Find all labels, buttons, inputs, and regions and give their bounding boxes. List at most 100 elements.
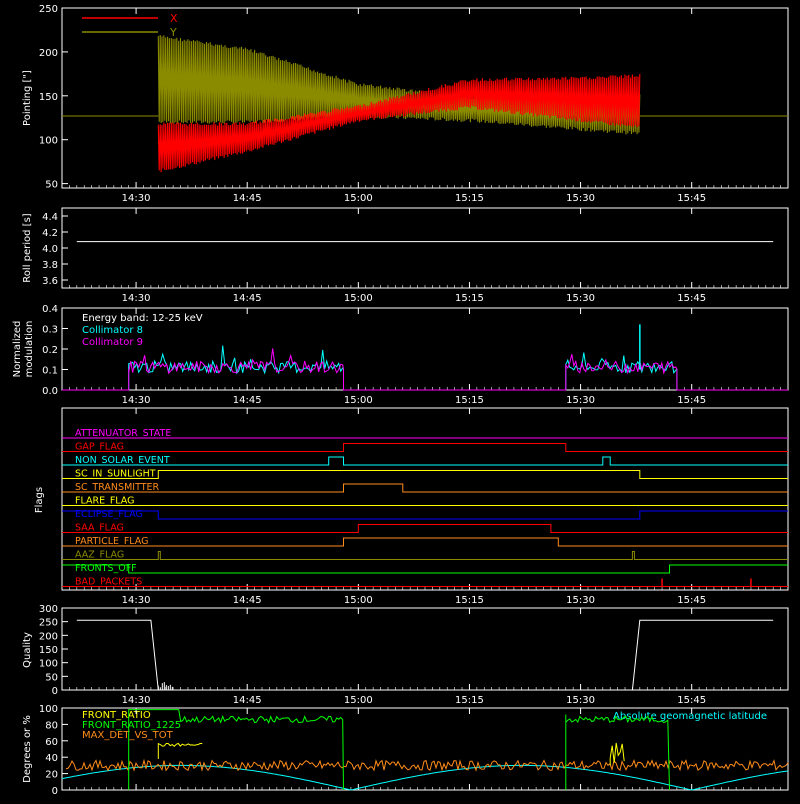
x-tick-label: 15:30 — [566, 595, 595, 606]
modulation-ylabel-1: Normalized — [12, 321, 23, 378]
x-tick-label: 15:45 — [677, 395, 706, 406]
y-tick-label: 60 — [45, 737, 58, 748]
front-ratio-label: FRONT_RATIO — [82, 710, 151, 721]
x-tick-label: 15:45 — [677, 595, 706, 606]
flag-line-eclipse_flag — [62, 510, 788, 520]
y-tick-label: 250 — [39, 618, 58, 629]
modulation-series-8 — [62, 345, 788, 391]
front-ratio-1225-line — [128, 709, 344, 791]
x-tick-label: 15:00 — [344, 695, 373, 706]
flag-line-particle_flag — [62, 537, 788, 547]
legend-y-label: Y — [169, 26, 177, 39]
y-tick-label: 0.1 — [42, 366, 58, 377]
flag-line-saa_flag — [62, 524, 788, 533]
front-ratio-line-2 — [609, 742, 625, 766]
flag-label: ECLIPSE_FLAG — [75, 509, 143, 520]
flag-line-non_solar_event — [62, 456, 788, 466]
x-tick-label: 14:30 — [122, 293, 151, 304]
x-tick-label: 15:30 — [566, 193, 595, 204]
x-tick-label: 14:45 — [233, 293, 262, 304]
y-tick-label: 100 — [39, 704, 58, 715]
front-ratio-1225-label: FRONT_RATIO_1225 — [82, 720, 181, 731]
flag-label: FLARE_FLAG — [75, 496, 135, 507]
max-det-line — [65, 758, 789, 772]
flag-line-fronts_off — [62, 564, 788, 574]
x-tick-label: 14:30 — [122, 193, 151, 204]
y-tick-label: 150 — [39, 645, 58, 656]
y-tick-label: 50 — [45, 672, 58, 683]
y-tick-label: 4.0 — [42, 244, 58, 255]
y-tick-label: 4.4 — [42, 212, 58, 223]
front-ratio-line — [157, 742, 203, 759]
x-tick-label: 14:45 — [233, 595, 262, 606]
modulation-ylabel-2: modulation — [24, 321, 35, 378]
y-tick-label: 4.2 — [42, 228, 58, 239]
flag-label: FRONTS_OFF — [75, 563, 137, 574]
x-tick-label: 14:30 — [122, 395, 151, 406]
x-tick-label: 14:45 — [233, 695, 262, 706]
flag-line-sc_in_sunlight — [62, 470, 788, 479]
y-tick-label: 50 — [45, 180, 58, 191]
x-tick-label: 14:30 — [122, 595, 151, 606]
x-tick-label: 15:30 — [566, 293, 595, 304]
flags-ylabel: Flags — [34, 487, 45, 513]
y-tick-label: 0 — [52, 786, 58, 797]
flag-label: PARTICLE_FLAG — [75, 536, 148, 547]
front-ratio-1225-line — [565, 714, 670, 791]
roll-ylabel: Roll period [s] — [22, 213, 33, 282]
modulation-series-9 — [62, 348, 788, 391]
pointing-legend: X Y — [82, 12, 178, 39]
flag-label: GAP_FLAG — [75, 442, 124, 453]
y-tick-label: 0.2 — [42, 345, 58, 356]
flag-label: ATTENUATOR_STATE — [75, 428, 171, 439]
y-tick-label: 100 — [39, 136, 58, 147]
x-tick-label: 15:45 — [677, 193, 706, 204]
flag-label: BAD_PACKETS — [75, 577, 142, 588]
x-tick-label: 15:30 — [566, 395, 595, 406]
y-tick-label: 250 — [39, 4, 58, 15]
y-tick-label: 3.8 — [42, 260, 58, 271]
flag-label: SC_IN_SUNLIGHT — [75, 469, 156, 480]
y-tick-label: 150 — [39, 92, 58, 103]
x-tick-label: 15:30 — [566, 695, 595, 706]
y-tick-label: 100 — [39, 659, 58, 670]
flag-label: NON_SOLAR_EVENT — [75, 455, 170, 466]
flag-label: SC_TRANSMITTER — [75, 482, 160, 493]
y-tick-label: 0.3 — [42, 325, 58, 336]
pointing-ylabel: Pointing ["] — [22, 70, 33, 126]
legend-x-label: X — [170, 12, 178, 25]
y-tick-label: 0.0 — [42, 386, 58, 397]
x-tick-label: 15:15 — [455, 293, 484, 304]
flag-line-aaz_flag — [62, 551, 788, 560]
chart-marks: 14:30 14:45 15:00 15:15 15:30 15:45 14:30 14:45… — [39, 4, 789, 797]
modulation-annotation: Energy band: 12-25 keV — [82, 313, 203, 324]
collimator-8-label: Collimator 8 — [82, 325, 143, 336]
x-tick-label: 15:45 — [677, 695, 706, 706]
y-tick-label: 200 — [39, 48, 58, 59]
collimator-9-label: Collimator 9 — [82, 337, 143, 348]
x-tick-label: 15:00 — [344, 395, 373, 406]
x-tick-label: 15:15 — [455, 193, 484, 204]
y-tick-label: 40 — [45, 753, 58, 764]
y-tick-label: 20 — [45, 770, 58, 781]
flag-label: AAZ_FLAG — [75, 550, 124, 561]
x-tick-label: 15:00 — [344, 595, 373, 606]
flag-line-gap_flag — [62, 443, 788, 452]
y-tick-label: 80 — [45, 720, 58, 731]
x-tick-label: 15:00 — [344, 193, 373, 204]
x-tick-label: 15:15 — [455, 695, 484, 706]
y-tick-label: 3.6 — [42, 276, 58, 287]
flag-label: SAA_FLAG — [75, 523, 124, 534]
quality-ylabel: Quality — [22, 632, 33, 668]
y-tick-label: 200 — [39, 631, 58, 642]
geomag-latitude-label: Absolute geomagnetic latitude — [613, 711, 767, 722]
pointing-series-x — [157, 73, 641, 173]
x-tick-label: 15:45 — [677, 293, 706, 304]
y-tick-label: 0.4 — [42, 304, 58, 315]
x-tick-label: 14:45 — [233, 395, 262, 406]
geo-ylabel: Degrees or % — [22, 715, 33, 783]
y-tick-label: 300 — [39, 604, 58, 615]
x-tick-label: 14:30 — [122, 695, 151, 706]
